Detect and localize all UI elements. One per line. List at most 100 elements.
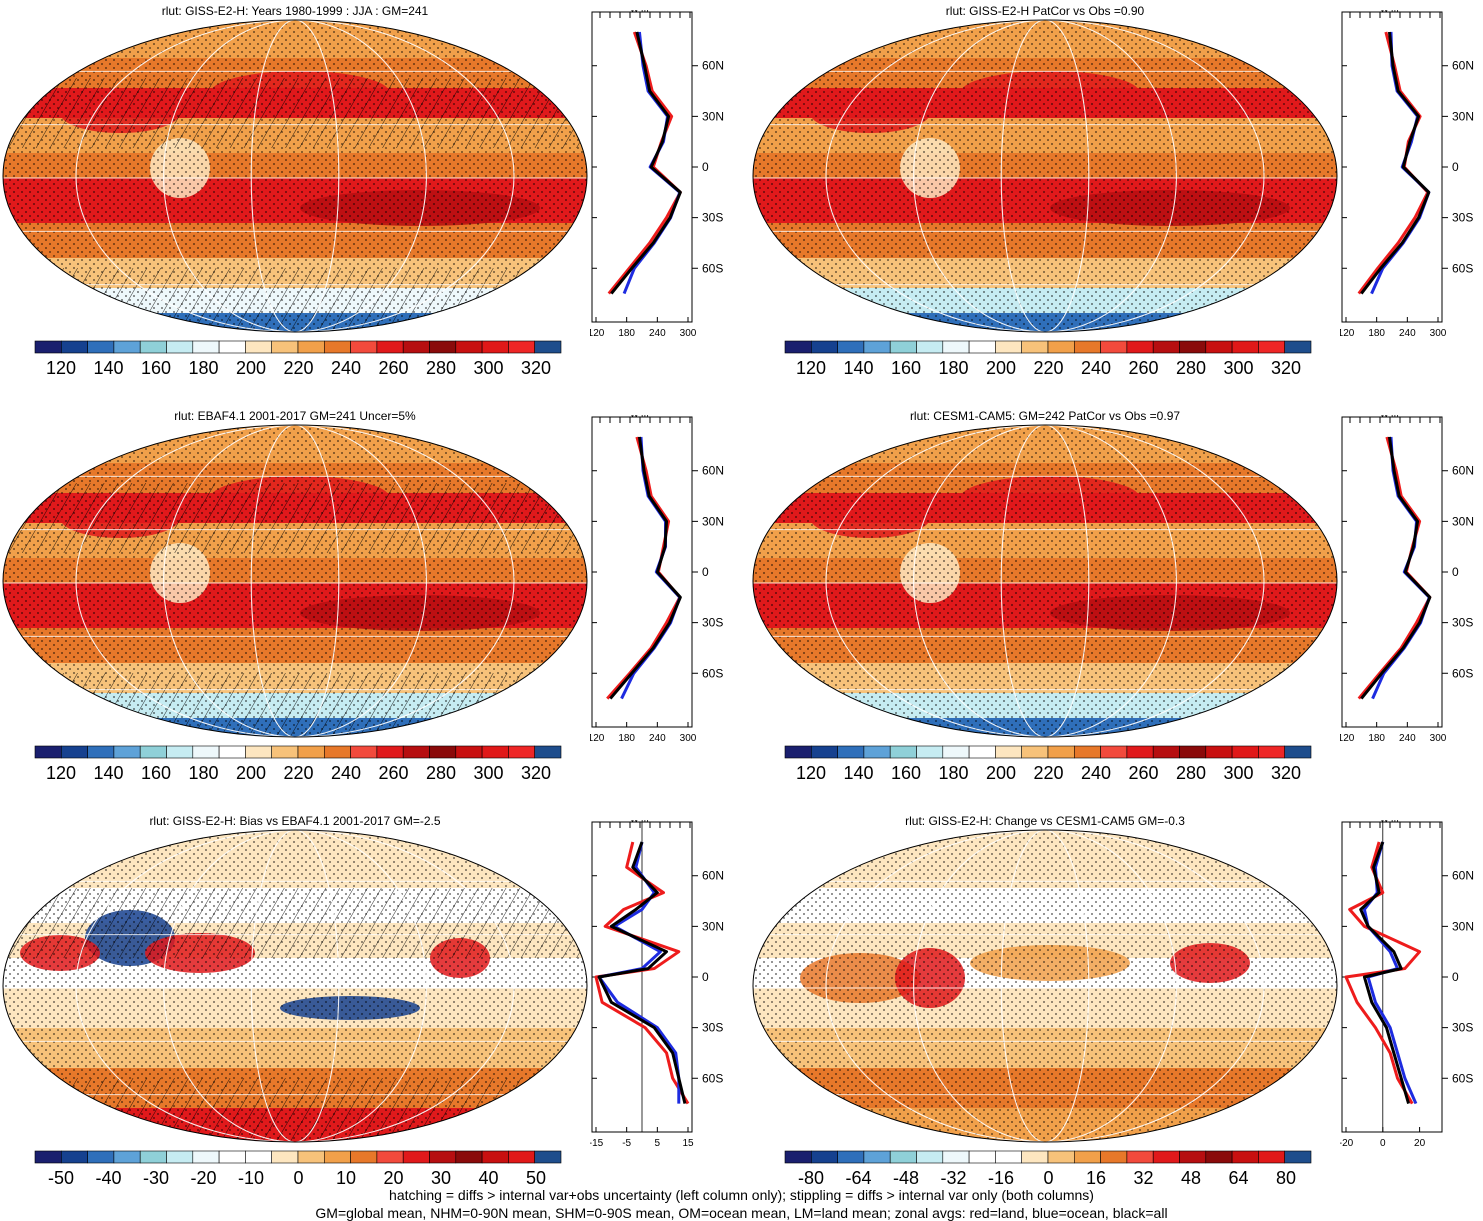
colorbar-swatch	[1284, 745, 1312, 759]
world-map	[2, 829, 588, 1143]
map-border	[2, 424, 588, 738]
colorbar-tick-label: 40	[478, 1168, 499, 1188]
colorbar-tick-label: 260	[1128, 763, 1159, 783]
panel-title: rlut: GISS-E2-H: Years 1980-1999 : JJA :…	[161, 4, 429, 18]
colorbar-swatch	[1179, 1150, 1207, 1164]
colorbar-tick-label: 300	[473, 358, 504, 378]
footer-abbreviations-note: GM=global mean, NHM=0-90N mean, SHM=0-90…	[315, 1205, 1168, 1221]
colorbar-tick-label: 220	[1033, 763, 1064, 783]
colorbar-tick-label: 300	[473, 763, 504, 783]
colorbar-swatch	[402, 745, 430, 759]
colorbar-swatch	[402, 340, 430, 354]
colorbar-tick-label: 160	[890, 763, 922, 783]
zonal-ocean-curve	[597, 841, 681, 1104]
hatching-overlay	[3, 483, 587, 553]
colorbar-swatch	[863, 745, 891, 759]
colorbar-tick-label: 320	[1270, 358, 1302, 378]
colorbar-swatch	[113, 340, 141, 354]
zonal-all-curve	[1359, 841, 1411, 1105]
latitude-tick-label: 30S	[1452, 616, 1473, 630]
colorbar-swatch	[192, 745, 220, 759]
colorbar-swatch	[1021, 1150, 1049, 1164]
hatching-overlay	[3, 78, 587, 148]
zonal-all-curve	[1360, 436, 1432, 700]
colorbar-tick-label: 16	[1085, 1168, 1107, 1188]
colorbar-swatch	[402, 1150, 430, 1164]
map-border	[752, 424, 1338, 738]
colorbar-swatch	[60, 340, 88, 354]
colorbar-tick-label: -10	[237, 1168, 265, 1188]
latitude-tick-label: 0	[702, 565, 709, 579]
world-map	[752, 424, 1338, 738]
map-border	[752, 829, 1338, 1143]
zonal-x-tick-label: 180	[1368, 733, 1385, 744]
zonal-x-tick-label: -20	[1340, 1138, 1354, 1149]
colorbar-swatch	[1021, 745, 1049, 759]
zonal-x-tick-label: 300	[1430, 733, 1447, 744]
zonal-ocean-curve	[1370, 31, 1431, 295]
footer-hatching-note: hatching = diffs > internal var+obs unce…	[389, 1187, 1094, 1203]
zonal-x-tick-label: 180	[618, 733, 635, 744]
colorbar-tick-label: 0	[1043, 1168, 1054, 1188]
zonal-unit-label: W m-2	[1380, 415, 1404, 419]
colorbar-swatch	[350, 1150, 378, 1164]
colorbar-swatch	[1284, 340, 1312, 354]
colorbar-tick-label: 200	[235, 358, 267, 378]
colorbar-swatch	[481, 340, 509, 354]
colorbar-swatch	[1047, 745, 1075, 759]
colorbar-swatch	[1152, 340, 1180, 354]
colorbar-swatch	[810, 1150, 838, 1164]
colorbar-tick-label: 180	[188, 358, 219, 378]
colorbar-tick-label: 260	[378, 763, 409, 783]
colorbar-swatch	[508, 1150, 535, 1164]
colorbar-swatch	[508, 745, 535, 759]
colorbar-tick-label: -40	[95, 1168, 122, 1188]
colorbar-swatch	[481, 745, 509, 759]
colorbar-swatch	[323, 745, 351, 759]
colorbar-tick-label: 200	[235, 763, 267, 783]
colorbar-swatch	[1126, 745, 1154, 759]
colorbar-swatch	[87, 340, 115, 354]
map-border	[2, 829, 588, 1143]
latitude-tick-label: 60N	[702, 464, 724, 478]
colorbar-tick-label: 120	[795, 763, 827, 783]
colorbar-tick-label: 80	[1275, 1168, 1297, 1188]
colorbar-swatch	[429, 340, 457, 354]
colorbar	[34, 340, 562, 354]
colorbar-swatch	[34, 745, 62, 759]
colorbar	[34, 1150, 562, 1164]
colorbar-swatch	[218, 1150, 246, 1164]
colorbar-swatch	[376, 340, 404, 354]
colorbar-tick-label: 260	[378, 358, 409, 378]
colorbar-swatch	[1231, 1150, 1259, 1164]
colorbar-tick-label: 240	[330, 763, 362, 783]
panel-title: rlut: GISS-E2-H: Change vs CESM1-CAM5 GM…	[905, 814, 1185, 828]
colorbar-swatch	[995, 1150, 1022, 1164]
colorbar-swatch	[455, 1150, 483, 1164]
zonal-all-curve	[597, 841, 687, 1104]
colorbar-tick-label: 160	[140, 358, 172, 378]
colorbar-tick-label: 300	[1223, 358, 1254, 378]
zonal-ocean-curve	[620, 436, 682, 700]
colorbar-tick-label: 200	[985, 358, 1017, 378]
colorbar-swatch	[218, 745, 246, 759]
colorbar-swatch	[1100, 745, 1128, 759]
colorbar-swatch	[942, 1150, 970, 1164]
colorbar-swatch	[1100, 1150, 1128, 1164]
colorbar-swatch	[192, 340, 220, 354]
colorbar-swatch	[916, 1150, 944, 1164]
colorbar-swatch	[429, 1150, 457, 1164]
colorbar-tick-label: 240	[1080, 358, 1112, 378]
colorbar-tick-label: -80	[797, 1168, 825, 1188]
colorbar-swatch	[34, 340, 62, 354]
colorbar-tick-label: 180	[938, 358, 969, 378]
colorbar-swatch	[455, 745, 483, 759]
colorbar-swatch	[968, 340, 996, 354]
colorbar-swatch	[942, 745, 970, 759]
zonal-x-tick-label: 240	[649, 733, 666, 744]
colorbar-swatch	[968, 745, 996, 759]
latitude-tick-label: 0	[702, 970, 709, 984]
colorbar-tick-label: 48	[1180, 1168, 1202, 1188]
latitude-tick-label: 30N	[1452, 919, 1474, 933]
colorbar-swatch	[863, 340, 891, 354]
